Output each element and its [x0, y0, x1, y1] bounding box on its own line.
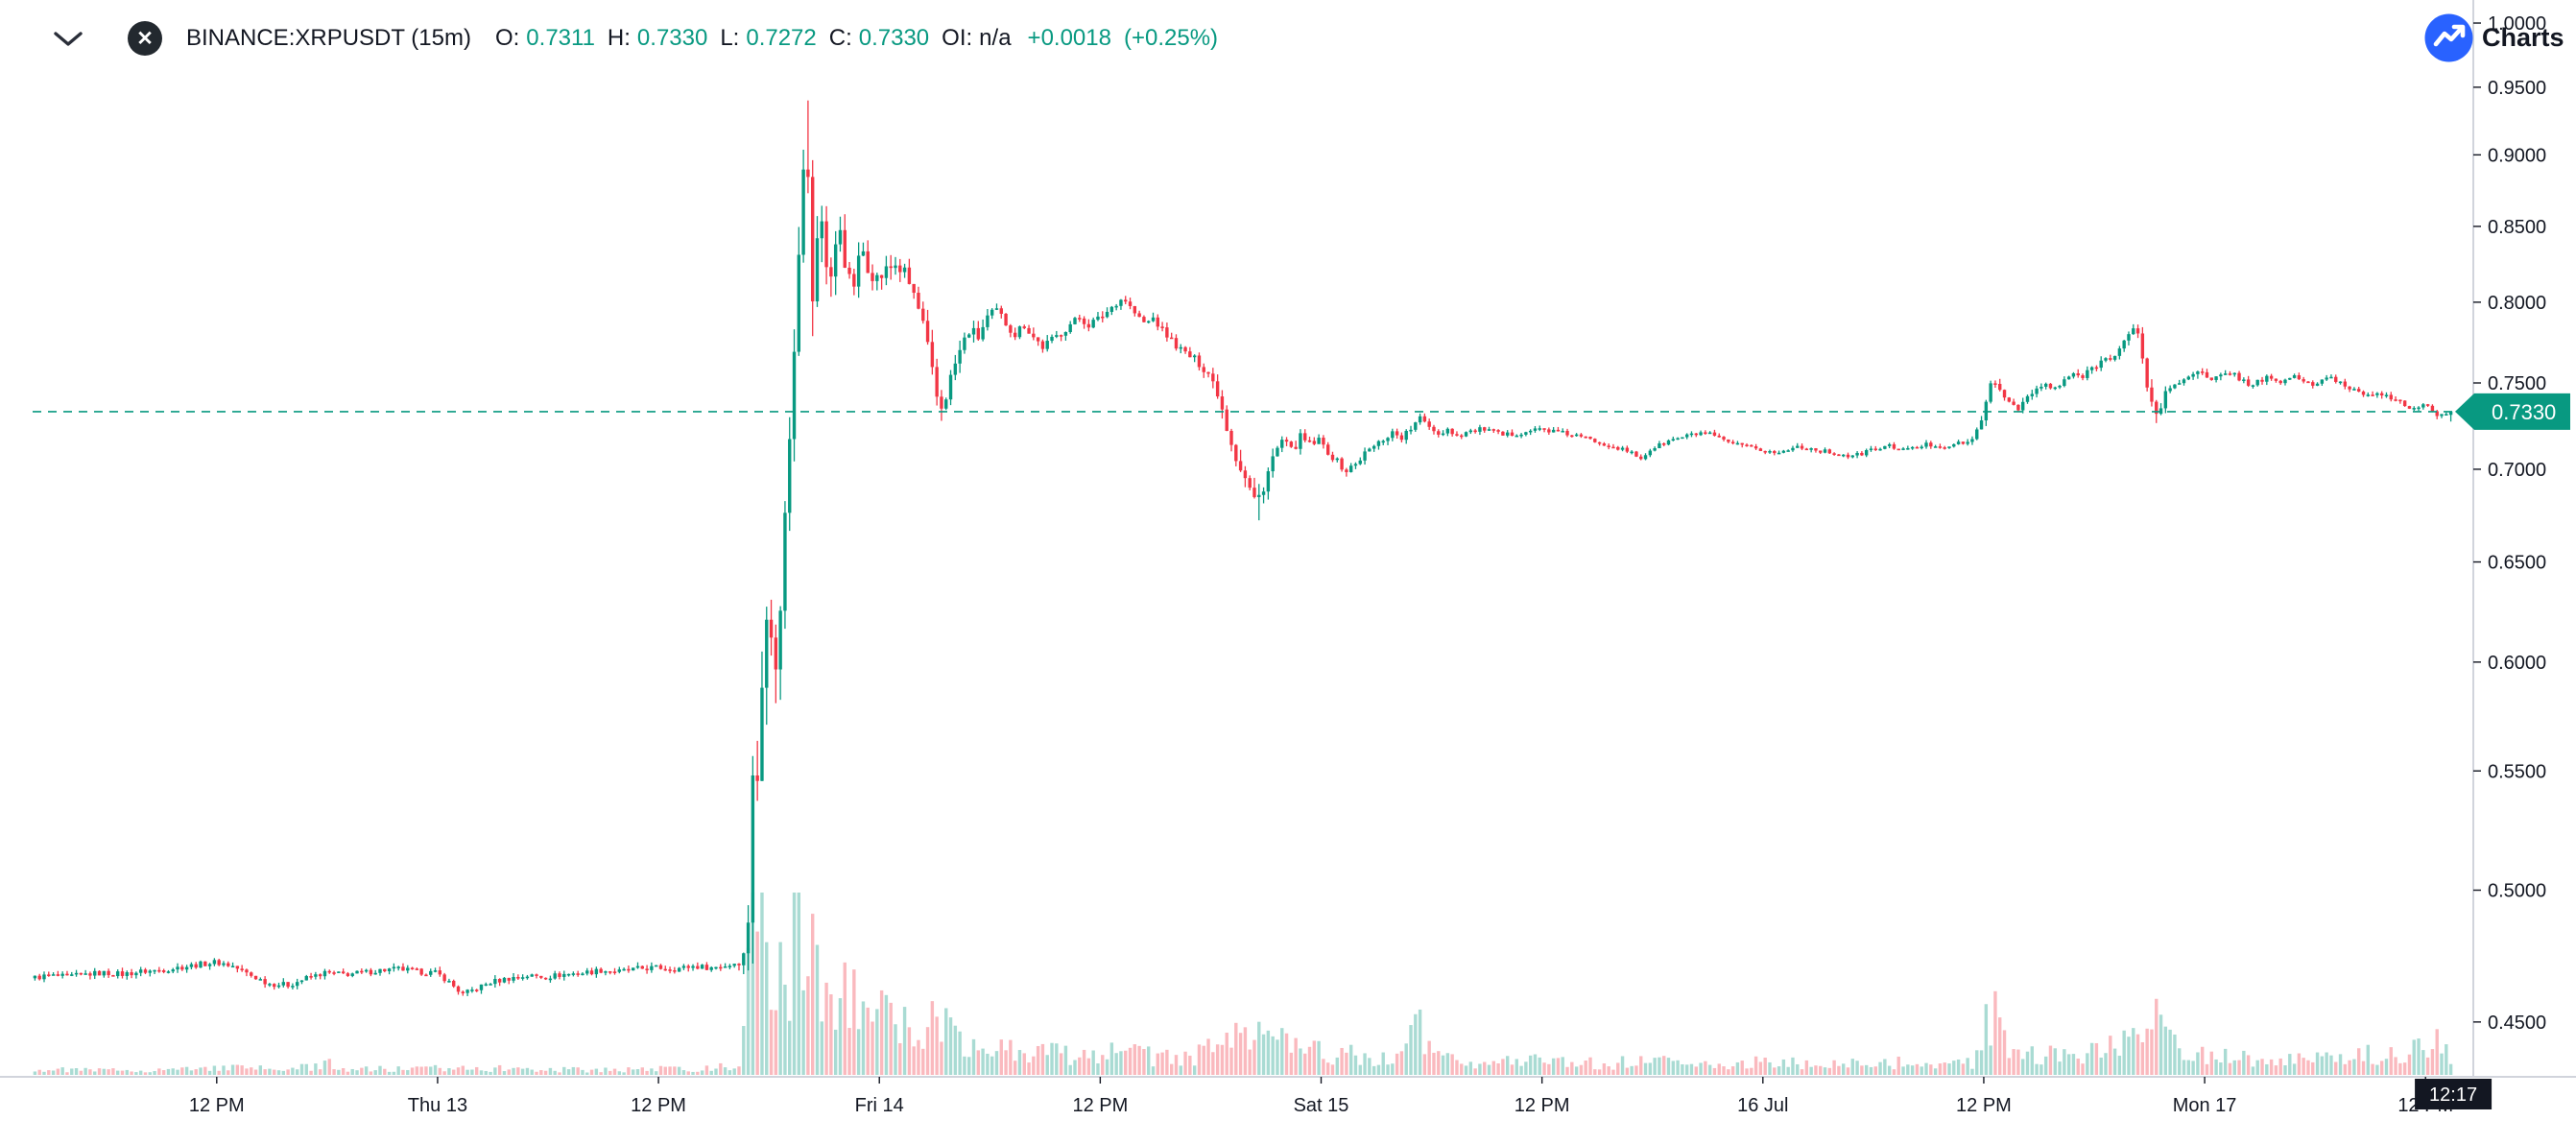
- time-tick-label: 16 Jul: [1737, 1095, 1788, 1116]
- oi-label: OI:: [942, 25, 973, 51]
- change-value: +0.0018: [1027, 25, 1111, 51]
- symbol-header: ✕ BINANCE:XRPUSDT (15m) O: 0.7311 H: 0.7…: [54, 17, 1218, 60]
- low-label: L:: [720, 25, 740, 51]
- high-value: 0.7330: [636, 25, 708, 51]
- price-tick-label: 0.5000: [2488, 881, 2546, 902]
- open-label: O:: [494, 25, 520, 51]
- price-tick-label: 0.6000: [2488, 653, 2546, 674]
- time-tick-label: Thu 13: [408, 1095, 467, 1116]
- symbol-title[interactable]: BINANCE:XRPUSDT (15m): [186, 25, 471, 51]
- ohlc-low: L: 0.7272: [720, 25, 816, 52]
- ohlc-open: O: 0.7311: [495, 25, 595, 52]
- price-tick-label: 0.9500: [2488, 78, 2546, 99]
- svg-text:0.7330: 0.7330: [2492, 400, 2556, 424]
- tradingview-logo-icon: [2424, 13, 2473, 62]
- current-price-label: 0.7330: [2455, 393, 2570, 430]
- candles-layer: [33, 100, 2453, 996]
- chevron-down-icon[interactable]: [54, 31, 83, 47]
- time-tick-label: 12 PM: [1072, 1095, 1128, 1116]
- time-tick-label: 12 PM: [189, 1095, 245, 1116]
- close-label: C:: [828, 25, 852, 51]
- xrp-logo-icon: ✕: [128, 21, 162, 56]
- time-tick-label: Fri 14: [855, 1095, 904, 1116]
- price-tick-label: 0.7000: [2488, 460, 2546, 481]
- volume-layer: [33, 893, 2453, 1075]
- ohlc-close: C: 0.7330: [829, 25, 929, 52]
- oi-value: n/a: [979, 25, 1012, 51]
- time-tick-label: 12 PM: [1956, 1095, 2012, 1116]
- open-interest: OI: n/a: [942, 25, 1011, 52]
- high-label: H:: [607, 25, 631, 51]
- time-tick-label: Sat 15: [1294, 1095, 1349, 1116]
- low-value: 0.7272: [746, 25, 817, 51]
- axes[interactable]: 1.0000 0.9500 0.9000 0.8500 0.8000 0.7500 0.70…: [0, 0, 2576, 1116]
- ohlc-high: H: 0.7330: [608, 25, 707, 52]
- price-tick-label: 0.6500: [2488, 553, 2546, 574]
- open-value: 0.7311: [526, 25, 595, 51]
- change-percent: (+0.25%): [1123, 25, 1219, 51]
- price-tick-label: 1.0000: [2488, 13, 2546, 35]
- price-tick-label: 0.8500: [2488, 217, 2546, 238]
- close-value: 0.7330: [858, 25, 930, 51]
- price-tick-label: 0.4500: [2488, 1013, 2546, 1034]
- time-tick-label: 12 PM: [1515, 1095, 1570, 1116]
- price-tick-label: 0.9000: [2488, 145, 2546, 166]
- time-tick-label: 12 PM: [631, 1095, 686, 1116]
- time-tick-label: Mon 17: [2173, 1095, 2237, 1116]
- price-tick-label: 0.7500: [2488, 373, 2546, 394]
- tradingview-attribution[interactable]: Charts: [2424, 13, 2564, 62]
- price-tick-label: 0.5500: [2488, 761, 2546, 782]
- current-time-label: 12:17: [2415, 1079, 2493, 1109]
- attribution-label[interactable]: Charts: [2482, 23, 2564, 52]
- svg-text:12:17: 12:17: [2429, 1084, 2477, 1106]
- price-tick-label: 0.8000: [2488, 293, 2546, 314]
